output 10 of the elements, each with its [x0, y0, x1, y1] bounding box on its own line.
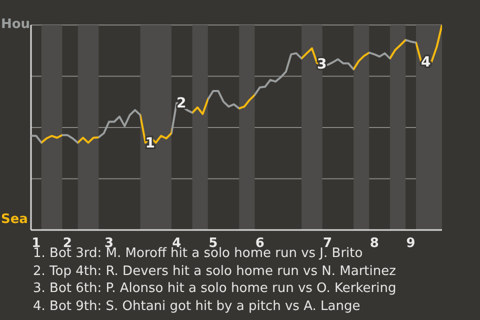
text: 2. Top 4th: R. Devers hit a solo home run vs N. Martinez: [33, 262, 396, 280]
annotation: 1: [145, 136, 156, 152]
text: 3. Bot 6th: P. Alonso hit a solo home run vs O. Kerkering: [33, 280, 396, 298]
text: Sea: [1, 212, 28, 227]
annotation: 3: [316, 56, 327, 72]
x-tick-label: 7: [323, 236, 332, 252]
x-tick-label: 9: [406, 236, 416, 252]
x-tick-label: 8: [370, 236, 379, 252]
text: 4. Bot 9th: S. Ohtani got hit by a pitch vs A. Lange: [33, 298, 362, 315]
text: Hou: [1, 17, 30, 32]
